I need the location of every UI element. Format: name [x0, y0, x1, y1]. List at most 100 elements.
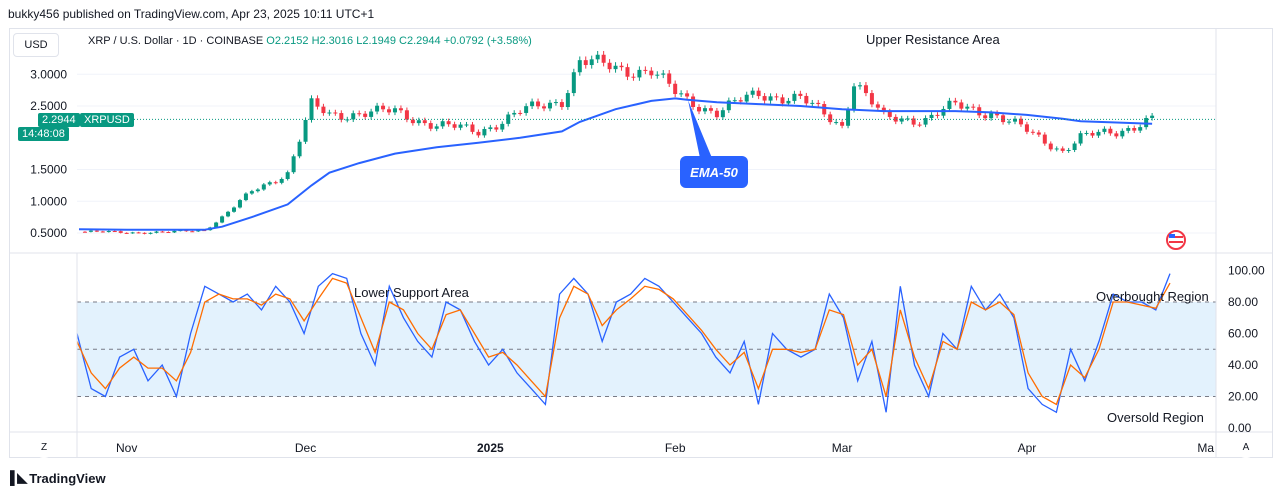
candle-body — [601, 54, 606, 63]
candle-body — [434, 126, 439, 129]
candle-body — [852, 86, 857, 110]
candle-body — [798, 93, 803, 96]
lower-support-label: Lower Support Area — [354, 285, 470, 300]
candle-body — [190, 231, 195, 233]
candle-body — [142, 232, 147, 234]
candle-body — [565, 93, 570, 108]
candle-body — [935, 114, 940, 116]
candle-body — [834, 122, 839, 124]
candle-body — [154, 231, 159, 233]
candle-body — [589, 59, 594, 66]
candle-body — [887, 111, 892, 117]
candle-body — [100, 231, 105, 233]
candle-body — [1024, 124, 1029, 132]
currency-button[interactable]: USD — [13, 33, 59, 57]
candles — [82, 50, 1155, 235]
candle-body — [172, 230, 177, 233]
z-button[interactable]: Z — [34, 438, 54, 458]
candle-body — [768, 96, 773, 101]
candle-body — [863, 85, 868, 94]
candle-body — [983, 115, 988, 119]
us-flag-icon[interactable] — [1166, 230, 1186, 250]
candle-body — [637, 69, 642, 78]
candle-body — [291, 156, 296, 173]
candle-body — [375, 105, 380, 112]
price-tick-label: 1.5000 — [30, 163, 67, 177]
candle-body — [619, 65, 624, 68]
candle-body — [553, 102, 558, 104]
candle-body — [810, 102, 815, 104]
candle-body — [559, 102, 564, 108]
candle-body — [744, 94, 749, 102]
candle-body — [875, 104, 880, 108]
candle-body — [345, 119, 350, 121]
time-tick-label: 2025 — [477, 441, 504, 455]
candle-body — [243, 193, 248, 201]
us-flag-stripe — [1169, 241, 1183, 243]
ohlc-low: L2.1949 — [356, 35, 396, 47]
candle-body — [571, 72, 576, 94]
candle-body — [339, 113, 344, 120]
candle-body — [518, 112, 523, 114]
candle-body — [273, 182, 278, 184]
candle-body — [1066, 149, 1071, 151]
candle-body — [971, 106, 976, 108]
candle-body — [94, 230, 99, 232]
candle-body — [279, 178, 284, 183]
stoch-lines — [76, 272, 1171, 414]
candle-body — [1042, 134, 1047, 144]
stoch-tick-label: 60.00 — [1228, 327, 1258, 341]
stoch-k-line — [76, 272, 1171, 414]
stoch-tick-label: 80.00 — [1228, 295, 1258, 309]
candle-body — [106, 231, 111, 233]
candle-body — [905, 118, 910, 120]
candle-body — [410, 119, 415, 124]
ohlc-close: C2.2944 — [399, 35, 441, 47]
candle-body — [947, 100, 952, 109]
candle-body — [440, 121, 445, 127]
candle-body — [309, 98, 314, 120]
axes: 3.0000 2.5000 1.5000 1.0000 0.5000 100.00 80.0… — [10, 29, 1272, 457]
candle-body — [506, 114, 511, 124]
stoch-tick-label: 100.00 — [1228, 264, 1265, 278]
candle-body — [446, 121, 451, 125]
candle-body — [1114, 133, 1119, 137]
candle-body — [881, 107, 886, 112]
candle-body — [869, 93, 874, 105]
candle-body — [995, 113, 1000, 116]
ticker-tag: XRPUSD — [80, 113, 134, 127]
candle-body — [1090, 132, 1095, 136]
price-tick-label: 1.0000 — [30, 194, 67, 208]
candle-body — [285, 172, 290, 179]
ema-line — [78, 97, 1153, 231]
candle-body — [1120, 130, 1125, 137]
candle-body — [1084, 132, 1089, 134]
candle-body — [357, 113, 362, 115]
candle-body — [547, 102, 552, 109]
candle-body — [512, 112, 517, 115]
candle-body — [685, 93, 690, 97]
candle-body — [1012, 118, 1017, 122]
candle-body — [404, 110, 409, 120]
candle-body — [899, 118, 904, 122]
candle-body — [452, 124, 457, 128]
oversold-label: Oversold Region — [1107, 410, 1204, 425]
a-button[interactable]: A — [1236, 438, 1256, 458]
footer-brand: ▌◣ TradingView — [10, 470, 106, 486]
candle-body — [774, 96, 779, 98]
candle-body — [673, 83, 678, 95]
candle-body — [351, 113, 356, 120]
ohlc-open: O2.2152 — [266, 35, 309, 47]
candle-body — [708, 108, 713, 111]
candle-body — [392, 108, 397, 113]
candle-body — [488, 127, 493, 130]
candle-body — [792, 93, 797, 101]
candle-body — [702, 108, 707, 112]
candle-body — [649, 70, 654, 76]
candle-body — [911, 118, 916, 125]
candle-body — [530, 101, 535, 107]
publisher-text: bukky456 published on TradingView.com, A… — [8, 7, 375, 21]
candle-body — [953, 100, 958, 103]
candle-body — [738, 100, 743, 102]
